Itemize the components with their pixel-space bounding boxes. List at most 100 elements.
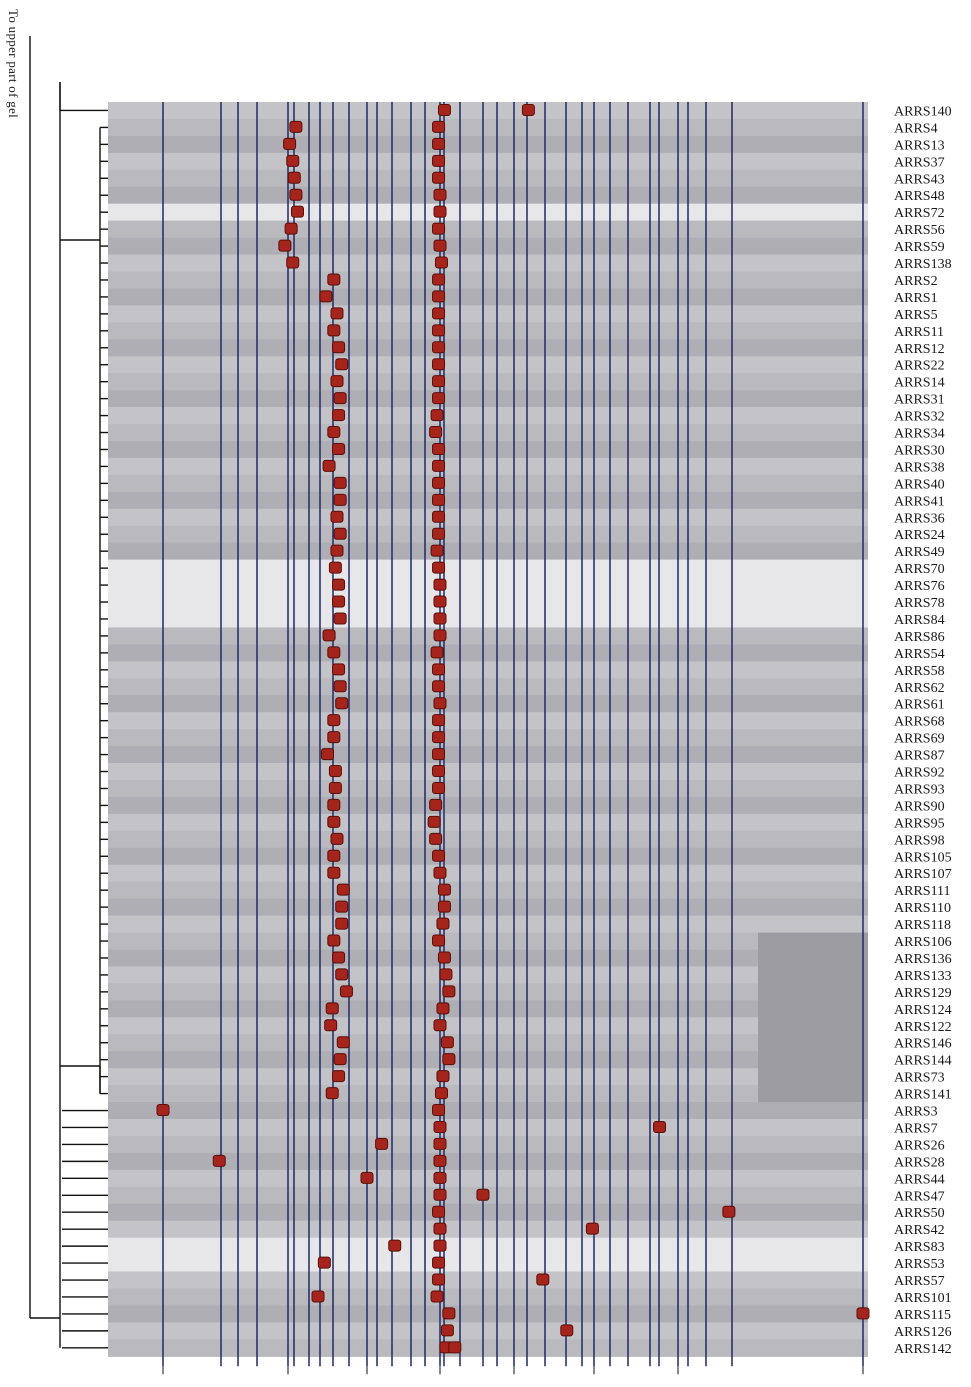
band-marker [327,324,341,337]
band-marker [437,951,451,964]
band-marker [432,680,446,693]
band-marker [436,917,450,930]
band-marker [442,985,456,998]
band-marker [324,1019,338,1032]
band-marker [287,171,301,184]
band-marker [440,1324,454,1337]
band-marker [432,493,446,506]
band-marker [429,798,443,811]
lane-label: ARRS1 [894,291,938,306]
band-marker [327,646,341,659]
dendrogram [29,36,108,1349]
band-marker [433,612,447,625]
lane-label: ARRS111 [894,884,951,899]
gel-lane-strip [108,746,868,764]
band-marker [432,375,446,388]
gel-lane-strip [108,339,868,357]
gel-lane-strip [108,695,868,713]
gel-lane-strip [108,1220,868,1239]
band-marker [328,765,342,778]
lane-label: ARRS62 [894,681,945,696]
band-marker [327,798,341,811]
band-marker [332,409,346,422]
lane-label: ARRS133 [894,969,952,984]
lane-label: ARRS146 [894,1037,952,1052]
gel-lane-strip [108,1119,868,1137]
lane-label: ARRS37 [894,155,945,170]
lane-label: ARRS48 [894,189,945,204]
gel-lane-strip [108,796,868,815]
band-marker [319,290,333,303]
gel-lane-strip [108,830,868,849]
band-marker [433,1019,447,1032]
lane-label: ARRS43 [894,172,945,187]
gel-lane-strip-dark [758,1000,868,1018]
band-marker [432,341,446,354]
x-axis-ticks: 15101520253034 [160,1366,870,1387]
lane-label: ARRS72 [894,206,945,221]
band-marker [432,324,446,337]
gel-lane-strip-dark [758,983,868,1001]
band-marker [430,544,444,557]
gel-lane-strip [108,1135,868,1154]
lane-label: ARRS107 [894,867,952,882]
lane-label: ARRS31 [894,393,945,408]
band-marker [330,307,344,320]
gel-lane-strip [108,1203,868,1222]
band-marker [427,815,441,828]
lane-label: ARRS129 [894,986,952,1001]
lane-label: ARRS141 [894,1088,952,1103]
band-marker [432,273,446,286]
lane-label: ARRS140 [894,104,952,119]
gel-lane-strip [108,1322,868,1340]
band-marker [432,154,446,167]
band-marker [433,1222,447,1235]
gel-lane-strip [108,1305,868,1323]
band-marker [436,1002,450,1015]
band-marker [432,222,446,235]
band-marker [333,476,347,489]
band-marker [212,1154,226,1167]
gel-lane-strip [108,203,868,222]
lane-label: ARRS138 [894,257,952,272]
gel-lane-strip [108,1271,868,1290]
band-marker [283,137,297,150]
band-marker [432,781,446,794]
lane-label: ARRS58 [894,664,945,679]
band-marker [286,256,300,269]
gel-lane-strip [108,390,868,408]
gel-lane-strip [108,712,868,730]
gel-lane-strip [108,559,868,578]
lane-label: ARRS68 [894,715,945,730]
gel-lane-strip [108,1237,868,1256]
band-marker [430,409,444,422]
band-marker [432,561,446,574]
band-marker [325,1002,339,1015]
band-marker [432,476,446,489]
gel-lane-strip [108,780,868,798]
lane-label: ARRS136 [894,952,952,967]
band-marker [432,527,446,540]
band-marker [432,392,446,405]
band-marker [433,866,447,879]
band-marker [432,765,446,778]
gel-background [108,102,868,1357]
band-marker [433,1120,447,1133]
gel-lane-strip [108,966,758,984]
lane-label: ARRS38 [894,460,945,475]
gel-lane-strip [108,644,868,662]
gel-lane-strip-dark [758,1068,868,1086]
gel-lane-strip [108,1169,868,1188]
lane-label: ARRS32 [894,410,945,425]
band-marker [335,968,349,981]
band-marker [433,1188,447,1201]
lane-labels: ARRS140 ARRS4 ARRS13 ARRS37 ARRS43 ARRS48 ARRS… [894,104,952,1356]
lane-label: ARRS105 [894,850,952,865]
gel-lane-strip-dark [758,966,868,984]
band-marker [432,849,446,862]
gel-lane-strip [108,949,758,968]
lane-label: ARRS56 [894,223,945,238]
band-marker [327,426,341,439]
lane-label: ARRS93 [894,782,945,797]
band-marker [432,1273,446,1286]
